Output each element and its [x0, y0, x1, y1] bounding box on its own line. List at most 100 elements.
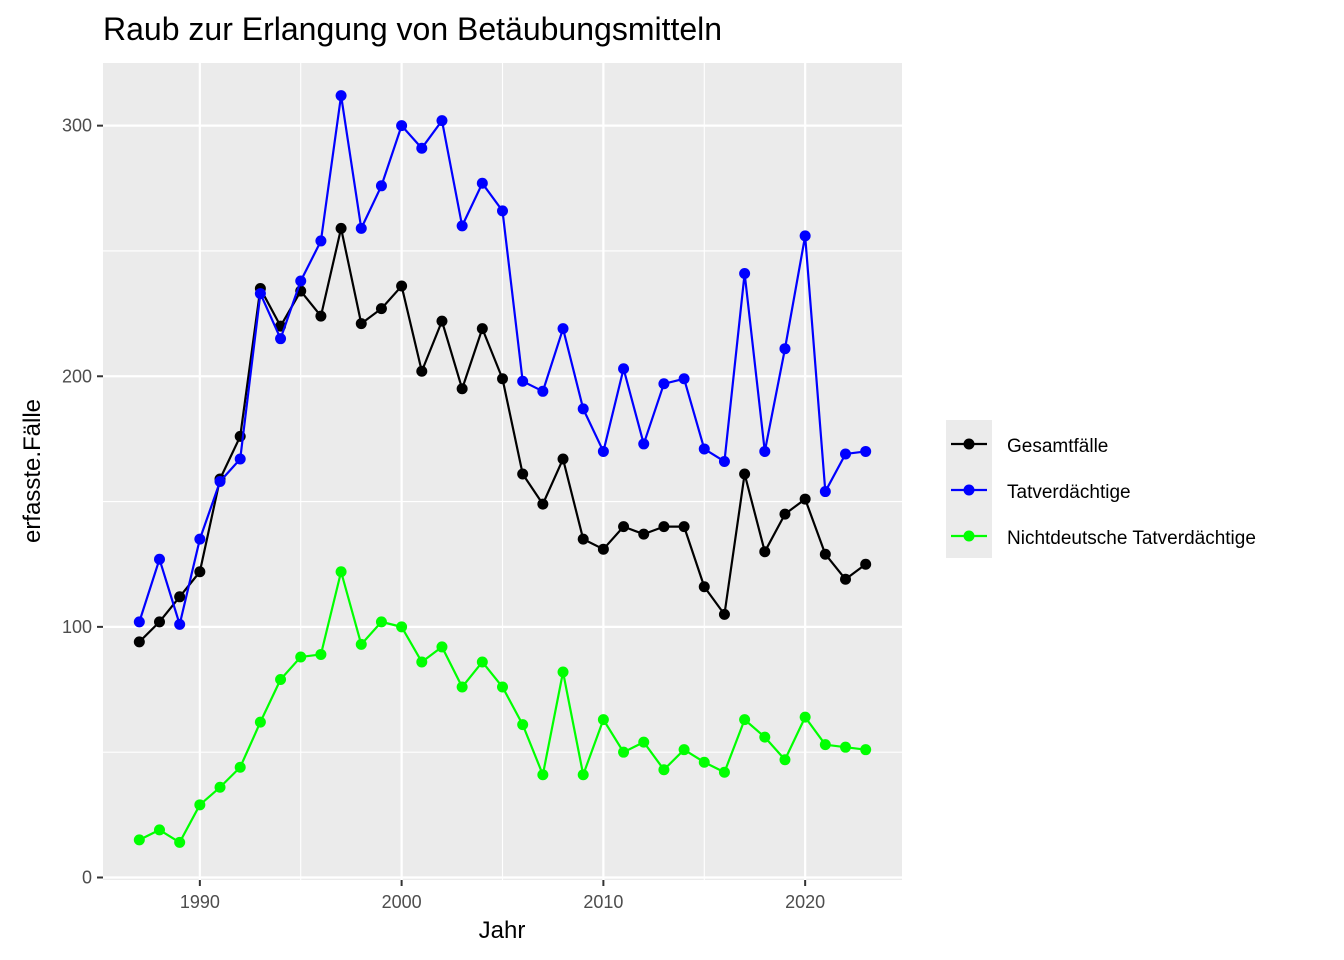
data-point-gesamtfaelle	[476, 323, 488, 335]
legend-label-nichtdeutsche-tatverdaechtige: Nichtdeutsche Tatverdächtige	[1007, 528, 1256, 549]
data-point-nichtdeutsche-tatverdaechtige	[476, 656, 488, 668]
y-tick-label: 200	[62, 366, 92, 386]
y-tick-label: 0	[82, 867, 92, 887]
series-layer	[133, 90, 872, 848]
data-point-tatverdaechtige	[819, 486, 831, 498]
data-point-tatverdaechtige	[860, 445, 872, 457]
data-point-gesamtfaelle	[497, 373, 508, 385]
data-point-gesamtfaelle	[194, 566, 206, 578]
data-point-nichtdeutsche-tatverdaechtige	[254, 716, 266, 728]
legend-key-point-nichtdeutsche-tatverdaechtige	[963, 530, 975, 542]
x-tick-label: 2000	[382, 892, 422, 912]
data-point-nichtdeutsche-tatverdaechtige	[739, 714, 751, 726]
data-point-nichtdeutsche-tatverdaechtige	[557, 666, 569, 678]
legend-label-tatverdaechtige: Tatverdächtige	[1007, 482, 1131, 503]
data-point-nichtdeutsche-tatverdaechtige	[375, 616, 387, 628]
data-point-nichtdeutsche-tatverdaechtige	[194, 799, 206, 811]
data-point-tatverdaechtige	[779, 343, 791, 355]
data-point-tatverdaechtige	[355, 222, 367, 234]
data-point-tatverdaechtige	[698, 443, 710, 455]
data-point-gesamtfaelle	[396, 280, 408, 292]
data-point-tatverdaechtige	[436, 115, 448, 127]
data-point-nichtdeutsche-tatverdaechtige	[537, 769, 549, 781]
data-point-gesamtfaelle	[840, 573, 852, 585]
data-point-tatverdaechtige	[174, 618, 186, 630]
legend: Gesamtfälle Tatverdächtige Nichtdeutsche…	[946, 420, 1256, 558]
data-point-nichtdeutsche-tatverdaechtige	[819, 739, 831, 751]
data-point-tatverdaechtige	[678, 373, 690, 385]
data-point-tatverdaechtige	[396, 120, 408, 132]
x-tick-label: 2020	[785, 892, 825, 912]
data-point-tatverdaechtige	[254, 288, 266, 300]
data-point-gesamtfaelle	[658, 521, 670, 533]
x-tick-label: 2010	[583, 892, 623, 912]
data-point-nichtdeutsche-tatverdaechtige	[860, 744, 872, 756]
data-point-nichtdeutsche-tatverdaechtige	[174, 836, 186, 848]
data-point-tatverdaechtige	[537, 385, 549, 397]
data-point-nichtdeutsche-tatverdaechtige	[658, 764, 670, 776]
data-point-nichtdeutsche-tatverdaechtige	[416, 656, 428, 668]
data-point-nichtdeutsche-tatverdaechtige	[840, 741, 852, 753]
y-tick-label: 100	[62, 617, 92, 637]
data-point-nichtdeutsche-tatverdaechtige	[214, 781, 226, 793]
data-point-gesamtfaelle	[436, 315, 448, 327]
legend-key-point-gesamtfaelle	[963, 438, 975, 450]
y-axis: 0 100 200 300	[62, 116, 103, 887]
data-point-nichtdeutsche-tatverdaechtige	[153, 824, 165, 836]
legend-key-point-tatverdaechtige	[963, 484, 975, 496]
data-point-tatverdaechtige	[840, 448, 852, 460]
data-point-gesamtfaelle	[678, 521, 690, 533]
major-gridlines	[103, 63, 902, 880]
data-point-tatverdaechtige	[133, 616, 145, 628]
data-point-tatverdaechtige	[597, 445, 609, 457]
data-point-nichtdeutsche-tatverdaechtige	[497, 681, 508, 693]
data-point-tatverdaechtige	[375, 180, 387, 192]
chart-title: Raub zur Erlangung von Betäubungsmitteln	[103, 11, 722, 47]
data-point-nichtdeutsche-tatverdaechtige	[779, 754, 791, 766]
data-point-nichtdeutsche-tatverdaechtige	[315, 648, 327, 660]
data-point-nichtdeutsche-tatverdaechtige	[275, 674, 287, 686]
data-point-nichtdeutsche-tatverdaechtige	[335, 566, 347, 578]
data-point-gesamtfaelle	[779, 508, 791, 520]
legend-keys	[951, 438, 987, 542]
x-tick-label: 1990	[180, 892, 220, 912]
data-point-tatverdaechtige	[416, 142, 428, 154]
y-axis-title: erfasste.Fälle	[19, 399, 46, 543]
data-point-tatverdaechtige	[234, 453, 246, 465]
data-point-gesamtfaelle	[557, 453, 569, 465]
data-point-gesamtfaelle	[537, 498, 549, 510]
data-point-gesamtfaelle	[759, 546, 771, 558]
data-point-gesamtfaelle	[577, 533, 589, 545]
data-point-tatverdaechtige	[153, 553, 165, 565]
data-point-gesamtfaelle	[638, 528, 650, 540]
data-point-nichtdeutsche-tatverdaechtige	[295, 651, 307, 663]
data-point-gesamtfaelle	[618, 521, 630, 533]
data-point-gesamtfaelle	[335, 222, 347, 234]
data-point-tatverdaechtige	[739, 268, 751, 280]
data-point-tatverdaechtige	[557, 323, 569, 335]
data-point-gesamtfaelle	[153, 616, 165, 628]
data-point-gesamtfaelle	[860, 558, 872, 570]
data-point-gesamtfaelle	[456, 383, 468, 395]
minor-gridlines	[103, 63, 902, 880]
data-point-tatverdaechtige	[295, 275, 307, 287]
data-point-nichtdeutsche-tatverdaechtige	[618, 746, 630, 758]
data-point-nichtdeutsche-tatverdaechtige	[577, 769, 589, 781]
data-point-nichtdeutsche-tatverdaechtige	[133, 834, 145, 846]
data-point-tatverdaechtige	[497, 205, 508, 217]
data-point-nichtdeutsche-tatverdaechtige	[718, 766, 730, 778]
data-point-nichtdeutsche-tatverdaechtige	[698, 756, 710, 768]
data-point-tatverdaechtige	[799, 230, 811, 242]
data-point-gesamtfaelle	[597, 543, 609, 555]
data-point-nichtdeutsche-tatverdaechtige	[638, 736, 650, 748]
x-axis: 1990 2000 2010 2020	[180, 880, 825, 912]
data-point-nichtdeutsche-tatverdaechtige	[436, 641, 448, 653]
data-point-gesamtfaelle	[315, 310, 327, 322]
data-point-gesamtfaelle	[799, 493, 811, 505]
data-point-gesamtfaelle	[517, 468, 529, 480]
legend-label-gesamtfaelle: Gesamtfälle	[1007, 436, 1108, 457]
data-point-tatverdaechtige	[718, 455, 730, 467]
data-point-tatverdaechtige	[638, 438, 650, 450]
data-point-tatverdaechtige	[275, 333, 287, 345]
